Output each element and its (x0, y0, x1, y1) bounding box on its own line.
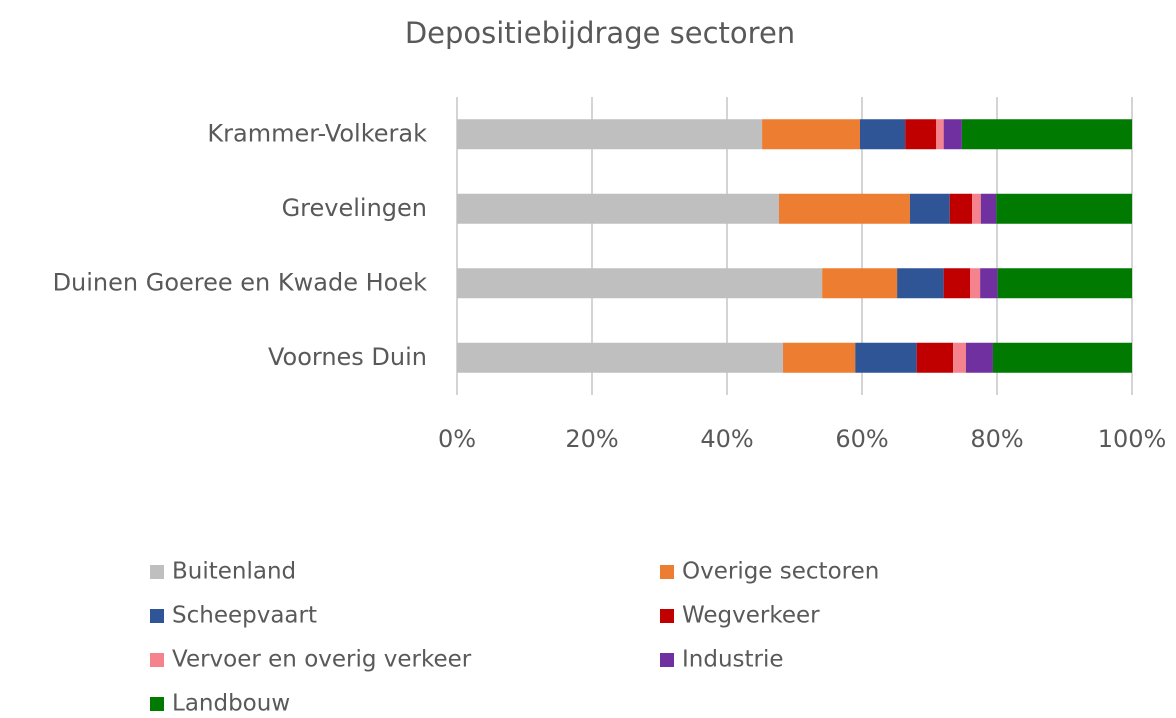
bar-segment (762, 119, 860, 150)
bar-segment (822, 268, 898, 299)
bar-segment (916, 342, 954, 373)
bar-segment (909, 193, 950, 224)
bar-segment (943, 268, 970, 299)
x-tick-label: 100% (1098, 425, 1167, 453)
y-tick-label: Voornes Duin (268, 343, 427, 371)
bar-segment (997, 268, 1132, 299)
bar-segment (855, 342, 917, 373)
x-tick-label: 0% (438, 425, 476, 453)
legend-swatch (150, 653, 164, 667)
legend-swatch (150, 565, 164, 579)
bar-segment (457, 268, 823, 299)
x-tick-label: 60% (835, 425, 888, 453)
bar-segment (457, 119, 763, 150)
bar-segment (905, 119, 937, 150)
y-tick-label: Duinen Goeree en Kwade Hoek (53, 268, 428, 296)
bar-segment (457, 193, 779, 224)
bar-segment (992, 342, 1132, 373)
bar-segment (980, 268, 998, 299)
legend-swatch (150, 697, 164, 711)
legend-label: Buitenland (172, 559, 296, 585)
x-tick-label: 20% (565, 425, 618, 453)
bar-segment (972, 193, 981, 224)
bar-segment (953, 342, 966, 373)
legend-swatch (150, 609, 164, 623)
bar-segment (943, 119, 962, 150)
bar-segment (783, 342, 856, 373)
x-tick-label: 80% (970, 425, 1023, 453)
bar-segment (949, 193, 973, 224)
legend-label: Overige sectoren (682, 559, 879, 585)
bar-segment (965, 342, 993, 373)
x-tick-label: 40% (700, 425, 753, 453)
bar-segment (897, 268, 944, 299)
legend-label: Scheepvaart (172, 603, 317, 629)
bar-segment (936, 119, 944, 150)
bar-segment (996, 193, 1132, 224)
y-tick-label: Krammer-Volkerak (207, 119, 427, 147)
bar-segment (859, 119, 906, 150)
legend-swatch (660, 653, 674, 667)
chart-title: Depositiebijdrage sectoren (405, 16, 795, 50)
legend-label: Vervoer en overig verkeer (172, 647, 472, 673)
bar-segment (778, 193, 910, 224)
bar-segment (980, 193, 997, 224)
y-tick-label: Grevelingen (282, 194, 427, 222)
bar-segment (970, 268, 981, 299)
legend-swatch (660, 609, 674, 623)
legend-swatch (660, 565, 674, 579)
bar-segment (457, 342, 784, 373)
legend-label: Wegverkeer (682, 603, 820, 629)
bar-segment (961, 119, 1132, 150)
legend-label: Landbouw (172, 691, 290, 717)
legend-label: Industrie (682, 647, 784, 673)
